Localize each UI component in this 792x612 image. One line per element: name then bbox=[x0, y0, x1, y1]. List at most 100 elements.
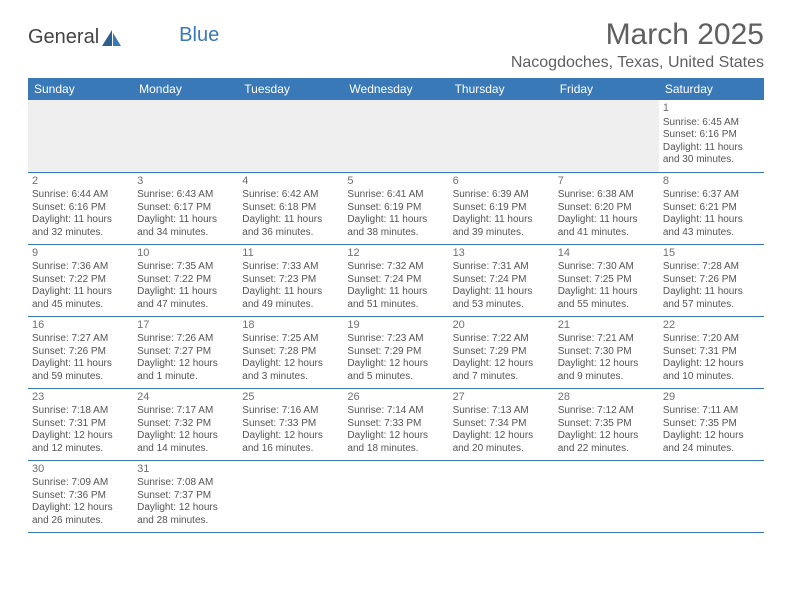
sunset-text: Sunset: 7:25 PM bbox=[558, 274, 655, 287]
sunrise-text: Sunrise: 6:45 AM bbox=[663, 117, 760, 130]
daylight-text: and 57 minutes. bbox=[663, 299, 760, 312]
calendar-day-cell: 18Sunrise: 7:25 AMSunset: 7:28 PMDayligh… bbox=[238, 316, 343, 388]
day-number: 15 bbox=[663, 247, 760, 261]
sunrise-text: Sunrise: 7:08 AM bbox=[137, 477, 234, 490]
calendar-day-cell: 31Sunrise: 7:08 AMSunset: 7:37 PMDayligh… bbox=[133, 460, 238, 532]
calendar-day-cell bbox=[238, 100, 343, 172]
sunset-text: Sunset: 6:19 PM bbox=[453, 202, 550, 215]
calendar-day-cell: 14Sunrise: 7:30 AMSunset: 7:25 PMDayligh… bbox=[554, 244, 659, 316]
calendar-week-row: 2Sunrise: 6:44 AMSunset: 6:16 PMDaylight… bbox=[28, 172, 764, 244]
calendar-day-cell: 22Sunrise: 7:20 AMSunset: 7:31 PMDayligh… bbox=[659, 316, 764, 388]
daylight-text: and 18 minutes. bbox=[347, 443, 444, 456]
sunset-text: Sunset: 6:20 PM bbox=[558, 202, 655, 215]
daylight-text: and 14 minutes. bbox=[137, 443, 234, 456]
calendar-week-row: 1Sunrise: 6:45 AMSunset: 6:16 PMDaylight… bbox=[28, 100, 764, 172]
calendar-day-cell: 12Sunrise: 7:32 AMSunset: 7:24 PMDayligh… bbox=[343, 244, 448, 316]
calendar-day-cell: 21Sunrise: 7:21 AMSunset: 7:30 PMDayligh… bbox=[554, 316, 659, 388]
sunrise-text: Sunrise: 7:25 AM bbox=[242, 333, 339, 346]
calendar-day-cell: 4Sunrise: 6:42 AMSunset: 6:18 PMDaylight… bbox=[238, 172, 343, 244]
daylight-text: and 55 minutes. bbox=[558, 299, 655, 312]
daylight-text: and 49 minutes. bbox=[242, 299, 339, 312]
sunset-text: Sunset: 7:33 PM bbox=[347, 418, 444, 431]
sunrise-text: Sunrise: 6:44 AM bbox=[32, 189, 129, 202]
daylight-text: Daylight: 12 hours bbox=[242, 358, 339, 371]
daylight-text: Daylight: 11 hours bbox=[242, 286, 339, 299]
daylight-text: and 34 minutes. bbox=[137, 227, 234, 240]
sunset-text: Sunset: 7:31 PM bbox=[663, 346, 760, 359]
daylight-text: Daylight: 12 hours bbox=[663, 430, 760, 443]
daylight-text: Daylight: 11 hours bbox=[663, 286, 760, 299]
sunrise-text: Sunrise: 7:23 AM bbox=[347, 333, 444, 346]
day-number: 20 bbox=[453, 319, 550, 333]
sunset-text: Sunset: 6:16 PM bbox=[32, 202, 129, 215]
sunrise-text: Sunrise: 7:22 AM bbox=[453, 333, 550, 346]
weekday-header: Friday bbox=[554, 78, 659, 100]
calendar-day-cell: 19Sunrise: 7:23 AMSunset: 7:29 PMDayligh… bbox=[343, 316, 448, 388]
sunrise-text: Sunrise: 7:21 AM bbox=[558, 333, 655, 346]
daylight-text: Daylight: 11 hours bbox=[32, 214, 129, 227]
daylight-text: and 1 minute. bbox=[137, 371, 234, 384]
day-number: 29 bbox=[663, 391, 760, 405]
daylight-text: Daylight: 11 hours bbox=[347, 214, 444, 227]
daylight-text: Daylight: 12 hours bbox=[32, 502, 129, 515]
calendar-day-cell: 3Sunrise: 6:43 AMSunset: 6:17 PMDaylight… bbox=[133, 172, 238, 244]
daylight-text: and 20 minutes. bbox=[453, 443, 550, 456]
day-number: 5 bbox=[347, 175, 444, 189]
calendar-day-cell: 30Sunrise: 7:09 AMSunset: 7:36 PMDayligh… bbox=[28, 460, 133, 532]
day-number: 3 bbox=[137, 175, 234, 189]
sunrise-text: Sunrise: 6:43 AM bbox=[137, 189, 234, 202]
calendar-day-cell: 25Sunrise: 7:16 AMSunset: 7:33 PMDayligh… bbox=[238, 388, 343, 460]
daylight-text: Daylight: 12 hours bbox=[663, 358, 760, 371]
daylight-text: Daylight: 11 hours bbox=[242, 214, 339, 227]
daylight-text: Daylight: 12 hours bbox=[242, 430, 339, 443]
day-number: 27 bbox=[453, 391, 550, 405]
day-number: 2 bbox=[32, 175, 129, 189]
day-number: 8 bbox=[663, 175, 760, 189]
sunset-text: Sunset: 7:35 PM bbox=[558, 418, 655, 431]
daylight-text: Daylight: 11 hours bbox=[32, 358, 129, 371]
calendar-table: Sunday Monday Tuesday Wednesday Thursday… bbox=[28, 78, 764, 533]
logo-sail-icon bbox=[101, 29, 123, 47]
daylight-text: and 26 minutes. bbox=[32, 515, 129, 528]
calendar-day-cell bbox=[659, 460, 764, 532]
day-number: 12 bbox=[347, 247, 444, 261]
calendar-day-cell: 26Sunrise: 7:14 AMSunset: 7:33 PMDayligh… bbox=[343, 388, 448, 460]
sunrise-text: Sunrise: 7:31 AM bbox=[453, 261, 550, 274]
sunrise-text: Sunrise: 7:28 AM bbox=[663, 261, 760, 274]
calendar-day-cell: 27Sunrise: 7:13 AMSunset: 7:34 PMDayligh… bbox=[449, 388, 554, 460]
daylight-text: and 38 minutes. bbox=[347, 227, 444, 240]
sunrise-text: Sunrise: 7:11 AM bbox=[663, 405, 760, 418]
daylight-text: Daylight: 12 hours bbox=[558, 430, 655, 443]
calendar-day-cell bbox=[449, 100, 554, 172]
calendar-day-cell: 1Sunrise: 6:45 AMSunset: 6:16 PMDaylight… bbox=[659, 100, 764, 172]
day-number: 24 bbox=[137, 391, 234, 405]
weekday-header: Wednesday bbox=[343, 78, 448, 100]
sunrise-text: Sunrise: 6:39 AM bbox=[453, 189, 550, 202]
day-number: 28 bbox=[558, 391, 655, 405]
sunset-text: Sunset: 7:27 PM bbox=[137, 346, 234, 359]
daylight-text: Daylight: 12 hours bbox=[453, 430, 550, 443]
sunrise-text: Sunrise: 7:30 AM bbox=[558, 261, 655, 274]
calendar-day-cell: 11Sunrise: 7:33 AMSunset: 7:23 PMDayligh… bbox=[238, 244, 343, 316]
weekday-header: Thursday bbox=[449, 78, 554, 100]
day-number: 1 bbox=[663, 102, 760, 116]
sunrise-text: Sunrise: 7:26 AM bbox=[137, 333, 234, 346]
calendar-day-cell bbox=[449, 460, 554, 532]
daylight-text: and 10 minutes. bbox=[663, 371, 760, 384]
day-number: 18 bbox=[242, 319, 339, 333]
weekday-header: Monday bbox=[133, 78, 238, 100]
daylight-text: and 53 minutes. bbox=[453, 299, 550, 312]
daylight-text: and 43 minutes. bbox=[663, 227, 760, 240]
daylight-text: Daylight: 11 hours bbox=[137, 214, 234, 227]
sunrise-text: Sunrise: 7:09 AM bbox=[32, 477, 129, 490]
sunset-text: Sunset: 7:29 PM bbox=[453, 346, 550, 359]
day-number: 11 bbox=[242, 247, 339, 261]
weekday-header: Saturday bbox=[659, 78, 764, 100]
calendar-day-cell: 5Sunrise: 6:41 AMSunset: 6:19 PMDaylight… bbox=[343, 172, 448, 244]
calendar-week-row: 16Sunrise: 7:27 AMSunset: 7:26 PMDayligh… bbox=[28, 316, 764, 388]
sunset-text: Sunset: 6:17 PM bbox=[137, 202, 234, 215]
location-label: Nacogdoches, Texas, United States bbox=[28, 54, 764, 72]
day-number: 13 bbox=[453, 247, 550, 261]
day-number: 26 bbox=[347, 391, 444, 405]
sunset-text: Sunset: 7:24 PM bbox=[347, 274, 444, 287]
